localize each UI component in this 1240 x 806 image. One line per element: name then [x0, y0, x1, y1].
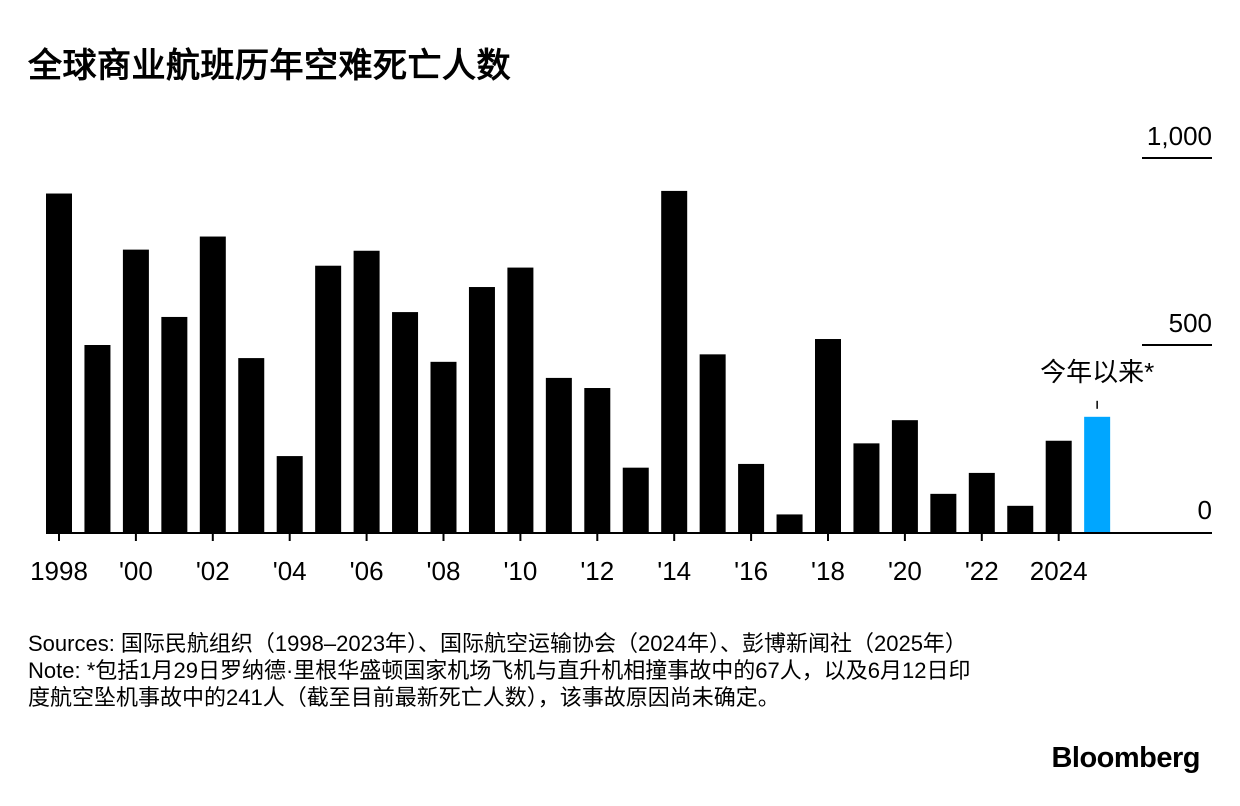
- bar-2024: [1045, 440, 1072, 532]
- bar-2005: [315, 265, 342, 532]
- bar-2021: [930, 493, 957, 532]
- bloomberg-logo: Bloomberg: [1051, 742, 1200, 774]
- x-tick-label: '18: [811, 556, 845, 586]
- bar-chart: 0 500 1,000 1998 '00 '02 '04 '06 '08 '10 '12 '14 '1…: [30, 121, 1212, 586]
- bar-2001: [161, 316, 188, 532]
- x-tick-label: '10: [503, 556, 537, 586]
- x-tick-label: '14: [657, 556, 691, 586]
- bar-2022: [968, 472, 995, 532]
- bar-2011: [545, 377, 572, 532]
- bar-2000: [122, 249, 149, 532]
- x-tick-label: '12: [580, 556, 614, 586]
- bar-2004: [276, 456, 303, 532]
- bar-2006: [353, 250, 380, 532]
- sources-text: Sources: 国际民航组织（1998–2023年）、国际航空运输协会（202…: [28, 631, 967, 656]
- bar-2020: [891, 420, 918, 532]
- bar-1998: [46, 193, 72, 532]
- x-tick-label: '22: [965, 556, 999, 586]
- bar-2008: [430, 361, 457, 532]
- footnotes: Sources: 国际民航组织（1998–2023年）、国际航空运输协会（202…: [28, 630, 988, 711]
- y-axis: 0 500 1,000: [1142, 121, 1212, 525]
- x-tick-label: '00: [119, 556, 153, 586]
- x-tick-label: '20: [888, 556, 922, 586]
- x-tick-label: '08: [427, 556, 461, 586]
- bar-2009: [468, 287, 495, 532]
- chart-title: 全球商业航班历年空难死亡人数: [28, 46, 511, 86]
- y-tick-label: 500: [1169, 308, 1212, 338]
- bar-2007: [392, 312, 419, 532]
- y-tick-label: 1,000: [1147, 121, 1212, 151]
- bar-2010: [507, 267, 534, 532]
- bar-2017: [776, 514, 803, 532]
- x-tick-label: '04: [273, 556, 307, 586]
- bar-2019: [853, 443, 880, 532]
- bar-2018: [815, 339, 841, 532]
- bar-2014: [661, 190, 688, 533]
- annotation-label: 今年以来*: [1040, 357, 1154, 387]
- x-tick-label: 1998: [30, 556, 88, 586]
- bar-2013: [622, 467, 649, 532]
- x-axis: 1998 '00 '02 '04 '06 '08 '10 '12 '14 '16 '18 '20 '22…: [30, 534, 1088, 586]
- y-tick-label: 0: [1198, 495, 1212, 525]
- note-text: Note: *包括1月29日罗纳德·里根华盛顿国家机场飞机与直升机相撞事故中的6…: [28, 658, 971, 710]
- bar-2015: [699, 354, 726, 532]
- x-tick-label: '02: [196, 556, 230, 586]
- bar-2025: [1084, 416, 1111, 532]
- bar-2003: [238, 358, 265, 532]
- bars-group: [46, 190, 1111, 533]
- x-tick-label: '16: [734, 556, 768, 586]
- bar-2002: [199, 236, 226, 533]
- x-tick-label: 2024: [1030, 556, 1088, 586]
- bar-1999: [84, 345, 111, 532]
- highlight-annotation: 今年以来*: [1040, 357, 1154, 409]
- x-tick-label: '06: [350, 556, 384, 586]
- bar-2016: [738, 463, 765, 532]
- bar-2012: [584, 388, 611, 532]
- bar-2023: [1007, 505, 1034, 532]
